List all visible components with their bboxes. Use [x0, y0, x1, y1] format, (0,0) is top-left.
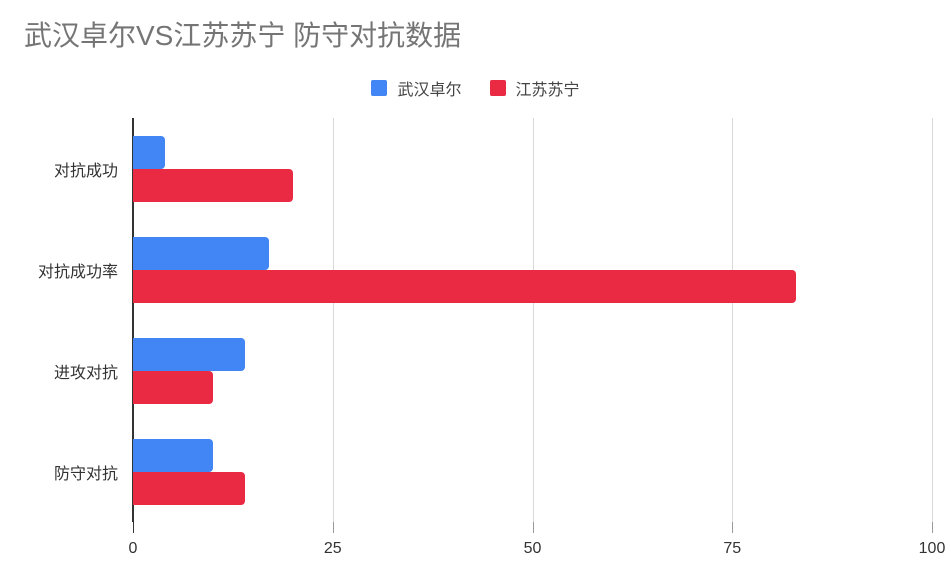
gridline-75: [732, 118, 734, 522]
x-axis-tick-label: 75: [723, 540, 742, 557]
x-axis-tick: [133, 522, 134, 533]
x-axis-tick-label: 50: [523, 540, 542, 557]
chart-legend: 武汉卓尔 江苏苏宁: [0, 76, 951, 100]
legend-item-series-1[interactable]: 武汉卓尔: [371, 76, 462, 100]
bar-group: [133, 320, 932, 421]
gridline-50: [532, 118, 534, 522]
bar-series-2[interactable]: [133, 168, 293, 202]
legend-label: 武汉卓尔: [397, 82, 462, 99]
page-title: 武汉卓尔VS江苏苏宁 防守对抗数据: [24, 20, 462, 51]
x-axis: 0 25 50 75 100: [129, 522, 945, 572]
bar-series-2[interactable]: [133, 370, 213, 404]
gridline-25: [332, 118, 334, 522]
x-axis-tick: [732, 522, 734, 533]
y-axis-tick-label: 进攻对抗: [53, 364, 118, 382]
bar-series-1[interactable]: [133, 135, 165, 169]
gridline-100: [932, 118, 933, 522]
y-axis-line: [132, 118, 134, 522]
bar-series-2[interactable]: [133, 269, 797, 303]
x-axis-tick: [532, 522, 534, 533]
legend-label: 江苏苏宁: [515, 82, 580, 99]
bar-group: [133, 219, 932, 320]
bar-series-2[interactable]: [133, 471, 245, 505]
bar-series-1[interactable]: [133, 337, 245, 371]
legend-item-series-2[interactable]: 江苏苏宁: [489, 76, 580, 100]
legend-swatch-icon: [371, 80, 388, 96]
x-axis-tick-label: 100: [918, 540, 946, 557]
x-axis-tick: [932, 522, 933, 533]
bar-group: [133, 421, 932, 522]
bar-group: [133, 118, 932, 219]
y-axis-labels: 对抗成功对抗成功率进攻对抗防守对抗: [0, 118, 118, 522]
legend-swatch-icon: [489, 80, 506, 96]
bar-series-1[interactable]: [133, 438, 213, 472]
y-axis-tick-label: 对抗成功率: [37, 263, 118, 281]
x-axis-tick-label: 25: [323, 540, 342, 557]
y-axis-tick-label: 防守对抗: [53, 465, 118, 483]
plot-area: [132, 118, 933, 522]
bar-series-1[interactable]: [133, 236, 269, 270]
x-axis-tick-label: 0: [128, 540, 138, 557]
x-axis-tick: [332, 522, 334, 533]
y-axis-tick-label: 对抗成功: [53, 162, 118, 180]
